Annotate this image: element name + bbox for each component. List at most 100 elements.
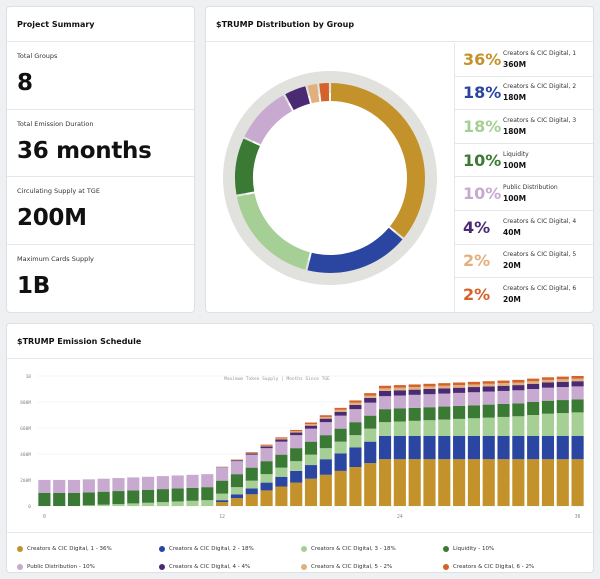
bar-segment-month-23-series-6 <box>378 390 392 397</box>
bar-segment-month-13-series-3 <box>230 487 244 495</box>
bar-segment-month-32-series-4 <box>512 403 525 417</box>
bar-segment-month-25-series-6 <box>408 389 421 395</box>
bar-segment-month-23-series-2 <box>378 435 392 460</box>
bar-segment-month-10-series-3 <box>186 500 199 506</box>
bar-segment-month-28-series-7 <box>453 385 466 388</box>
stat-label: Maximum Cards Supply <box>17 254 94 263</box>
bar-segment-month-35-series-6 <box>556 381 569 388</box>
bar-segment-month-24-series-1 <box>393 459 406 506</box>
donut-chart <box>223 71 437 285</box>
legend-dot-icon <box>17 563 23 570</box>
bar-segment-month-28-series-6 <box>453 387 466 393</box>
donut-slice-8 <box>319 83 330 102</box>
bar-segment-month-32-series-7 <box>512 382 525 386</box>
bar-segment-month-28-series-8 <box>453 382 466 386</box>
emission-legend-label: Creators & CIC Digital, 2 - 18% <box>169 545 254 552</box>
donut-chart-area <box>206 43 454 312</box>
legend-amount: 20M <box>503 295 521 305</box>
legend-group-name: Creators & CIC Digital, 6 <box>503 285 577 293</box>
y-tick-label: 400M <box>20 452 31 458</box>
stat-total-emission-duration: Total Emission Duration 36 months <box>7 110 194 177</box>
chart-annotation: Maximum Token Supply | Months Since TGE <box>224 376 330 382</box>
bar-segment-month-24-series-5 <box>393 395 406 409</box>
emission-legend: Creators & CIC Digital, 1 - 36% Creators… <box>7 532 593 572</box>
y-tick-label: 0 <box>28 504 31 510</box>
bar-segment-month-33-series-6 <box>527 383 540 389</box>
bar-segment-month-18-series-3 <box>304 454 318 466</box>
bar-segment-month-16-series-3 <box>275 467 288 477</box>
legend-group-name: Creators & CIC Digital, 1 <box>503 49 577 57</box>
bar-segment-month-15-series-2 <box>260 482 273 491</box>
bar-segment-month-34-series-3 <box>541 413 555 436</box>
stat-total-groups: Total Groups 8 <box>7 42 194 110</box>
bar-segment-month-27-series-8 <box>438 383 451 386</box>
bar-segment-month-19-series-6 <box>319 418 332 423</box>
bar-segment-month-31-series-3 <box>497 416 510 436</box>
bar-segment-month-8-series-3 <box>156 502 169 506</box>
bar-segment-month-15-series-1 <box>260 490 273 506</box>
bar-segment-month-12-series-4 <box>216 480 229 494</box>
bar-segment-month-17-series-8 <box>290 429 303 432</box>
legend-row: 18% Creators & CIC Digital, 3 180M <box>455 110 593 144</box>
bar-segment-month-23-series-5 <box>378 396 392 410</box>
bar-segment-month-6-series-4 <box>127 490 140 504</box>
bar-segment-month-36-series-3 <box>571 412 584 436</box>
bar-segment-month-22-series-3 <box>364 428 377 442</box>
bar-segment-month-24-series-8 <box>393 385 406 388</box>
bar-segment-month-13-series-1 <box>230 498 244 506</box>
bar-segment-month-34-series-1 <box>541 459 555 506</box>
bar-segment-month-34-series-7 <box>541 379 555 383</box>
bar-segment-month-30-series-7 <box>482 383 495 387</box>
bar-segment-month-34-series-6 <box>541 382 555 388</box>
stat-label: Circulating Supply at TGE <box>17 187 100 195</box>
emission-legend-label: Liquidity - 10% <box>453 545 495 552</box>
bar-segment-month-3-series-4 <box>82 492 95 506</box>
stat-value: 200M <box>17 205 87 231</box>
bar-segment-month-16-series-1 <box>275 486 288 506</box>
bar-segment-month-21-series-7 <box>349 402 362 405</box>
legend-row: 10% Public Distribution 100M <box>455 177 593 211</box>
bar-segment-month-16-series-4 <box>275 454 288 468</box>
y-tick-label: 800M <box>20 400 31 406</box>
bar-segment-month-35-series-1 <box>556 459 569 506</box>
bar-segment-month-32-series-1 <box>512 459 525 506</box>
donut-slice-2 <box>307 227 403 273</box>
x-tick-label: 36 <box>575 514 581 520</box>
bar-segment-month-22-series-4 <box>364 415 377 429</box>
legend-row: 4% Creators & CIC Digital, 4 40M <box>455 211 593 245</box>
bar-segment-month-36-series-4 <box>571 399 584 413</box>
bar-segment-month-4-series-5 <box>97 478 110 492</box>
bar-segment-month-17-series-6 <box>290 432 303 436</box>
emission-legend-label: Public Distribution - 10% <box>27 563 95 570</box>
bar-segment-month-21-series-3 <box>349 435 362 448</box>
bar-segment-month-5-series-3 <box>112 504 125 506</box>
bar-segment-month-18-series-8 <box>304 422 318 425</box>
project-summary-card: Project Summary Total Groups 8 Total Emi… <box>6 6 195 313</box>
bar-segment-month-33-series-1 <box>527 459 540 506</box>
bar-segment-month-26-series-4 <box>423 407 436 421</box>
emission-legend-label: Creators & CIC Digital, 6 - 2% <box>453 563 535 570</box>
legend-group-name: Creators & CIC Digital, 4 <box>503 217 577 225</box>
bar-segment-month-22-series-5 <box>364 402 377 416</box>
bar-segment-month-25-series-2 <box>408 435 421 460</box>
bar-segment-month-17-series-3 <box>290 461 303 471</box>
bar-segment-month-1-series-4 <box>53 493 66 506</box>
bar-segment-month-19-series-5 <box>319 422 332 436</box>
bar-segment-month-30-series-2 <box>482 435 495 460</box>
bar-segment-month-29-series-8 <box>467 381 480 385</box>
bar-segment-month-35-series-5 <box>556 387 569 401</box>
legend-dot-icon <box>443 563 449 570</box>
bar-segment-month-7-series-3 <box>142 502 155 506</box>
legend-row: 2% Creators & CIC Digital, 5 20M <box>455 245 593 279</box>
legend-dot-icon <box>301 563 307 570</box>
bar-segment-month-11-series-3 <box>201 500 214 506</box>
bar-segment-month-15-series-8 <box>260 444 273 446</box>
bar-segment-month-24-series-7 <box>393 387 406 391</box>
x-tick-label: 12 <box>219 514 225 520</box>
bar-segment-month-24-series-3 <box>393 421 406 436</box>
legend-dot-icon <box>301 545 307 552</box>
bar-segment-month-19-series-7 <box>319 416 332 419</box>
emission-schedule-card: $TRUMP Emission Schedule 0 200M 400M 600M 80… <box>6 323 594 573</box>
bar-segment-month-21-series-4 <box>349 422 362 436</box>
donut-track <box>223 71 437 285</box>
